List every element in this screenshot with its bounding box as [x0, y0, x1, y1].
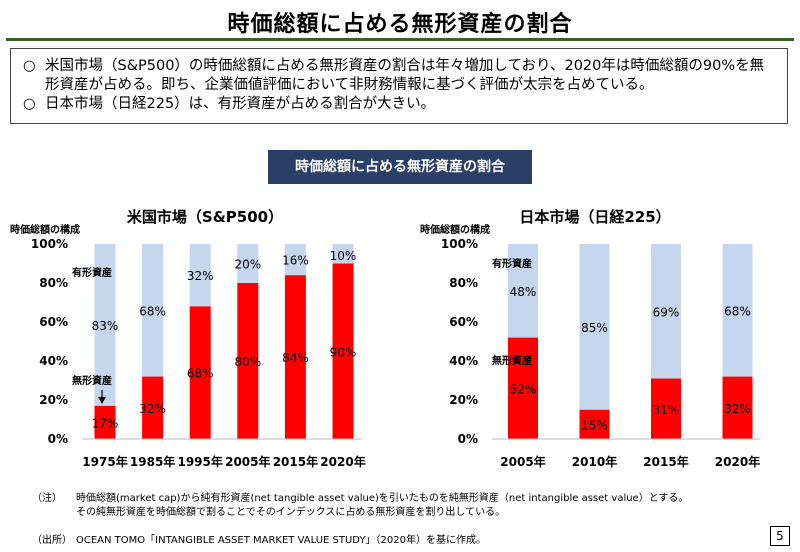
summary-item: ○ 米国市場（S&P500）の時価総額に占める無形資産の割合は年々増加しており、…: [23, 57, 777, 95]
data-label-intangible: 90%: [330, 345, 357, 359]
chart-banner: 時価総額に占める無形資産の割合: [268, 150, 532, 184]
data-label-intangible: 17%: [92, 416, 119, 430]
bar-tangible: [284, 244, 306, 276]
bar-intangible: [332, 263, 354, 439]
x-tick-label: 2020年: [715, 454, 760, 469]
bar-tangible: [579, 244, 610, 410]
bar-tangible: [94, 244, 116, 406]
summary-item: ○ 日本市場（日経225）は、有形資産が占める割合が大きい。: [23, 95, 777, 114]
data-label-tangible: 85%: [581, 321, 608, 335]
x-tick-label: 2005年: [500, 454, 545, 469]
note-spacer: [32, 506, 76, 520]
source-label: （出所）: [32, 535, 72, 546]
x-tick-label: 1985年: [130, 454, 175, 469]
bar-intangible: [189, 306, 211, 439]
bar-intangible: [94, 405, 116, 439]
data-label-tangible: 10%: [330, 249, 357, 263]
data-label-intangible: 32%: [724, 402, 751, 416]
note-line: その純無形資産を時価総額で割ることでそのインデックスに占める無形資産を割り出して…: [76, 507, 506, 518]
data-label-tangible: 16%: [282, 254, 309, 268]
data-label-intangible: 84%: [282, 351, 309, 365]
bar-tangible: [237, 244, 259, 283]
bullet-circle-icon: ○: [23, 96, 36, 112]
bar-tangible: [651, 244, 681, 379]
legend-intangible: 無形資産: [72, 374, 112, 387]
x-tick-label: 2015年: [273, 454, 318, 469]
y-tick-label: 40%: [39, 354, 68, 368]
arrow-down-icon: [98, 396, 106, 404]
x-tick-label: 1995年: [177, 454, 222, 469]
x-tick-label: 2005年: [225, 454, 270, 469]
y-axis-label: 時価総額の構成: [420, 223, 490, 236]
note-row: その純無形資産を時価総額で割ることでそのインデックスに占める無形資産を割り出して…: [32, 506, 772, 520]
charts-area: 米国市場（S&P500） 時価総額の構成 0% 20% 40% 60% 80% 100% 17%…: [10, 208, 761, 469]
page-title: 時価総額に占める無形資産の割合: [227, 12, 573, 37]
bar-tangible: [722, 244, 753, 377]
bar-intangible: [142, 376, 164, 439]
x-tick-label: 2020年: [320, 454, 365, 469]
y-tick-label: 100%: [31, 237, 68, 251]
y-axis-label: 時価総額の構成: [10, 223, 80, 236]
chart-title: 日本市場（日経225）: [519, 208, 670, 226]
data-label-intangible: 31%: [653, 403, 680, 417]
bar-tangible: [189, 244, 211, 307]
bar-intangible: [651, 378, 681, 439]
bar-intangible: [508, 337, 538, 439]
notes: （注） 時価総額(market cap)から純有形資産(net tangible…: [32, 492, 772, 520]
bar-tangible: [332, 244, 354, 264]
data-label-intangible: 68%: [187, 367, 214, 381]
note-label: （注）: [32, 493, 62, 504]
summary-text: 米国市場（S&P500）の時価総額に占める無形資産の割合は年々増加しており、20…: [45, 58, 765, 93]
bar-tangible: [508, 244, 538, 338]
data-label-tangible: 69%: [653, 305, 680, 319]
y-tick-label: 20%: [449, 393, 478, 407]
y-tick-label: 80%: [39, 276, 68, 290]
legend-tangible: 有形資産: [72, 266, 112, 279]
page-number: 5: [770, 526, 790, 546]
data-label-tangible: 68%: [139, 304, 166, 318]
x-tick-label: 1975年: [82, 454, 127, 469]
note-line: 時価総額(market cap)から純有形資産(net tangible ass…: [76, 493, 689, 504]
data-label-tangible: 83%: [92, 319, 119, 333]
bar-intangible: [722, 376, 753, 439]
x-tick-label: 2010年: [572, 454, 617, 469]
bar-tangible: [142, 244, 164, 377]
y-tick-label: 60%: [449, 315, 478, 329]
y-tick-label: 100%: [441, 237, 478, 251]
data-label-intangible: 52%: [510, 382, 537, 396]
data-label-intangible: 15%: [581, 418, 608, 432]
y-tick-label: 20%: [39, 393, 68, 407]
legend-intangible: 無形資産: [492, 354, 532, 367]
data-label-tangible: 32%: [187, 269, 214, 283]
y-tick-label: 0%: [48, 432, 68, 446]
data-label-tangible: 68%: [724, 304, 751, 318]
data-label-intangible: 32%: [139, 402, 166, 416]
summary-box: ○ 米国市場（S&P500）の時価総額に占める無形資産の割合は年々増加しており、…: [10, 48, 788, 124]
bar-intangible: [237, 283, 259, 439]
bar-intangible: [284, 275, 306, 439]
bar-intangible: [579, 409, 610, 439]
x-tick-label: 2015年: [643, 454, 688, 469]
summary-text: 日本市場（日経225）は、有形資産が占める割合が大きい。: [45, 96, 436, 112]
legend-tangible: 有形資産: [492, 257, 532, 270]
y-tick-label: 80%: [449, 276, 478, 290]
data-label-tangible: 20%: [234, 258, 261, 272]
source: （出所） OCEAN TOMO「INTANGIBLE ASSET MARKET …: [32, 531, 752, 546]
chart-title: 米国市場（S&P500）: [127, 208, 283, 226]
y-tick-label: 0%: [458, 432, 478, 446]
title-rule: [6, 38, 794, 41]
source-text: OCEAN TOMO「INTANGIBLE ASSET MARKET VALUE…: [76, 535, 486, 546]
note-row: （注） 時価総額(market cap)から純有形資産(net tangible…: [32, 492, 772, 506]
data-label-tangible: 48%: [510, 285, 537, 299]
y-tick-label: 40%: [449, 354, 478, 368]
bullet-circle-icon: ○: [23, 58, 36, 74]
y-tick-label: 60%: [39, 315, 68, 329]
data-label-intangible: 80%: [234, 355, 261, 369]
